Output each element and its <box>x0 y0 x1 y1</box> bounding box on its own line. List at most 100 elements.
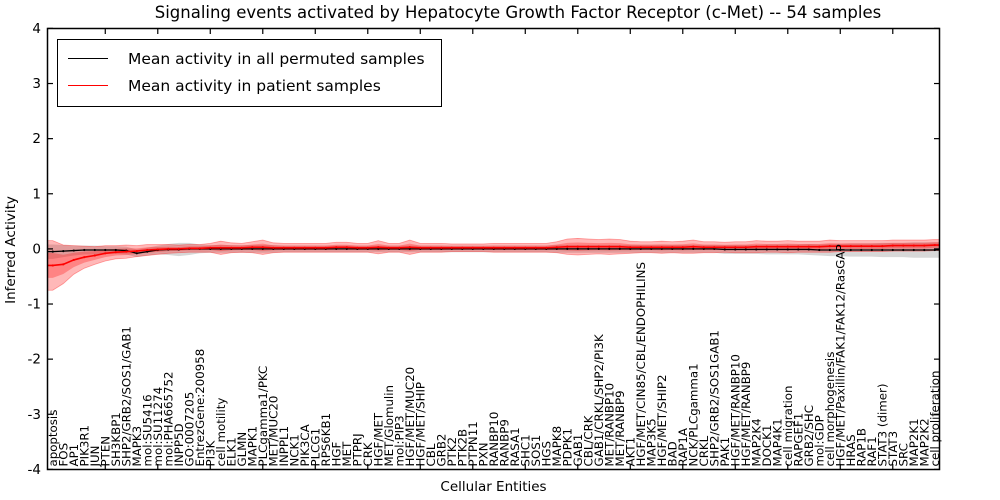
patient-marker <box>282 246 285 249</box>
patient-marker <box>492 246 495 249</box>
patient-marker <box>702 246 705 249</box>
entity-label: PTK2B <box>455 429 469 467</box>
y-tick-label: -1 <box>28 297 41 313</box>
permuted-marker <box>818 248 821 252</box>
entity-label: PI3K <box>203 440 217 466</box>
entity-label: MET/Glomulin <box>382 385 396 466</box>
y-tick-label: 3 <box>32 76 41 92</box>
patient-marker <box>314 246 317 249</box>
patient-marker <box>429 246 432 249</box>
permuted-marker <box>807 248 810 251</box>
patient-marker <box>272 246 275 249</box>
legend-label-permuted: Mean activity in all permuted samples <box>128 49 425 68</box>
legend-item-patient: Mean activity in patient samples <box>68 72 425 99</box>
patient-marker <box>713 246 716 249</box>
patient-marker <box>408 246 411 249</box>
patient-marker <box>104 252 107 255</box>
entity-label: cell motility <box>214 398 228 467</box>
patient-marker <box>461 246 464 249</box>
entity-label: MAP2K4 <box>749 418 763 466</box>
patient-marker <box>345 246 348 249</box>
patient-marker <box>398 246 401 249</box>
entity-label: RAP1B <box>854 428 868 467</box>
entity-label: RAF1 <box>865 436 879 466</box>
entity-label: RASA1 <box>508 427 522 466</box>
entity-label: HGF/MET/SHIP2 <box>655 374 669 466</box>
permuted-marker <box>587 247 590 250</box>
entity-label: HGF/MET/RANBP9 <box>739 362 753 467</box>
permuted-marker <box>62 250 65 253</box>
patient-marker <box>555 246 558 249</box>
entity-label: HRAS <box>844 434 858 466</box>
permuted-marker <box>902 248 905 252</box>
entity-label: CBL/CRK <box>581 415 595 466</box>
patient-marker <box>198 247 201 250</box>
patient-marker <box>912 244 915 247</box>
patient-marker <box>545 246 548 249</box>
patient-marker <box>786 245 789 248</box>
patient-marker <box>734 246 737 249</box>
permuted-marker <box>251 247 254 250</box>
permuted-marker <box>671 247 674 250</box>
entity-label: JUN <box>88 446 102 468</box>
entity-label: INPP5D <box>172 423 186 466</box>
patient-marker <box>650 246 653 249</box>
entity-label: mol:GDP <box>812 415 826 466</box>
data-layer <box>47 238 940 291</box>
permuted-marker <box>797 248 800 251</box>
entity-label: RAP1A <box>676 428 690 466</box>
patient-marker <box>356 246 359 249</box>
entity-label: MAP3K5 <box>644 418 658 466</box>
entity-label: mol:SU5416 <box>140 394 154 466</box>
patient-marker <box>377 246 380 249</box>
permuted-marker <box>566 247 569 250</box>
entity-label: NCK/PLCgamma1 <box>686 363 700 466</box>
patient-marker <box>450 246 453 249</box>
entity-label: PIK3R1 <box>77 425 91 467</box>
patient-marker <box>503 246 506 249</box>
patient-marker <box>209 246 212 249</box>
patient-marker <box>482 246 485 249</box>
patient-marker <box>335 246 338 249</box>
permuted-marker <box>776 248 779 251</box>
patient-marker <box>797 245 800 248</box>
permuted-marker <box>135 252 138 255</box>
patient-marker <box>744 246 747 249</box>
entity-label: MET <box>340 441 354 467</box>
entity-label: PXN <box>476 442 490 466</box>
entity-label: PDPK1 <box>560 428 574 467</box>
permuted-marker <box>555 247 558 250</box>
y-axis-label: Inferred Activity <box>3 196 19 304</box>
patient-marker <box>597 245 600 248</box>
entity-label: FOS <box>56 443 70 467</box>
patient-marker <box>240 246 243 249</box>
permuted-marker <box>923 248 926 252</box>
permuted-marker <box>681 247 684 250</box>
entity-label: BAD <box>665 441 679 466</box>
patient-marker <box>860 245 863 248</box>
permuted-marker <box>839 248 842 252</box>
entity-label: DOCK1 <box>760 425 774 467</box>
y-tick-label: 4 <box>32 21 41 37</box>
patient-marker <box>230 246 233 249</box>
permuted-marker <box>51 250 54 253</box>
entity-label: MAP2K2 <box>917 418 931 466</box>
entity-label: HGF/MET/RANBP10 <box>728 354 742 466</box>
permuted-marker <box>650 247 653 250</box>
patient-marker <box>576 245 579 248</box>
patient-marker <box>902 244 905 247</box>
permuted-marker <box>692 247 695 250</box>
x-axis-label: Cellular Entities <box>440 479 547 495</box>
legend-label-patient: Mean activity in patient samples <box>128 76 381 95</box>
legend-item-permuted: Mean activity in all permuted samples <box>68 45 425 72</box>
y-tick-label: 1 <box>32 186 41 202</box>
entity-label: INPPL1 <box>277 426 291 467</box>
patient-marker <box>870 245 873 248</box>
legend: Mean activity in all permuted samples Me… <box>57 39 442 107</box>
permuted-marker <box>72 249 75 252</box>
entity-label: AP1 <box>67 444 81 467</box>
permuted-marker <box>702 247 705 250</box>
entity-label: PTPRJ <box>350 433 364 466</box>
entity-label: STAT3 (dimer) <box>875 384 889 467</box>
